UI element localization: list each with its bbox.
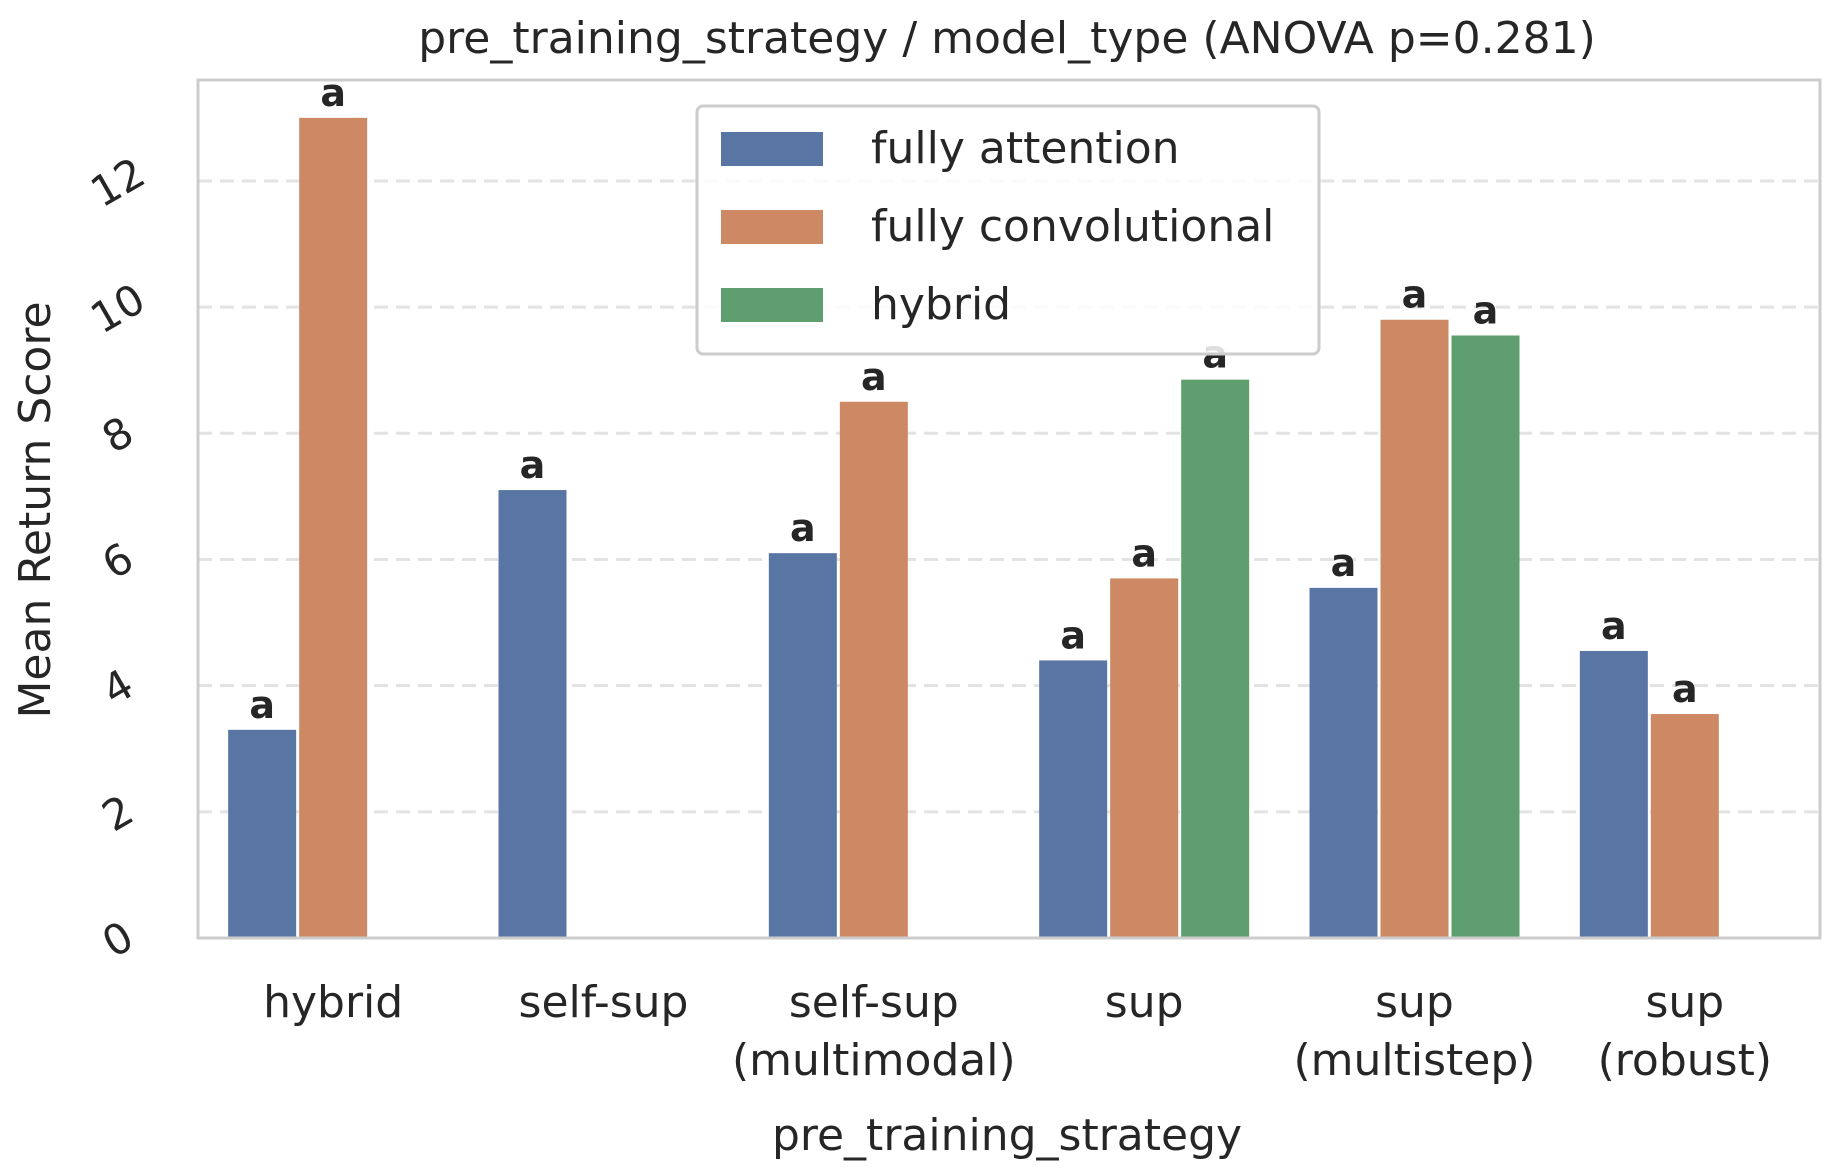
- chart-title: pre_training_strategy / model_type (ANOV…: [418, 13, 1596, 64]
- bar: [228, 729, 297, 938]
- x-axis-label: pre_training_strategy: [772, 1110, 1242, 1161]
- bar-significance-label: a: [249, 683, 275, 727]
- bar: [1110, 578, 1179, 938]
- x-tick-label: (multimodal): [732, 1035, 1016, 1086]
- bar-significance-label: a: [520, 443, 546, 487]
- bar: [1579, 650, 1648, 938]
- legend-label: fully attention: [871, 123, 1180, 174]
- bar: [1039, 660, 1108, 938]
- bar: [1309, 587, 1378, 938]
- gridlines: [198, 179, 1820, 814]
- x-tick-label: (multistep): [1294, 1035, 1536, 1086]
- y-axis-label: Mean Return Score: [10, 301, 61, 718]
- bar: [1380, 319, 1449, 938]
- legend-swatch: [721, 132, 823, 166]
- legend-swatch: [721, 210, 823, 244]
- bar: [768, 553, 837, 938]
- bar: [498, 490, 567, 938]
- bar: [1181, 379, 1250, 938]
- x-tick-label: sup: [1645, 977, 1724, 1028]
- bars: [228, 117, 1719, 939]
- bar-significance-label: a: [861, 355, 887, 399]
- bar-significance-label: a: [1601, 604, 1627, 648]
- bar-significance-label: a: [1672, 667, 1698, 711]
- plot-frame: [196, 78, 1822, 940]
- legend-swatch: [721, 288, 823, 322]
- bar-significance-label: a: [1131, 531, 1157, 575]
- legend-box: [695, 104, 1321, 356]
- bar-significance-label: a: [1331, 541, 1357, 585]
- bar-significance-label: a: [1060, 613, 1086, 657]
- x-tick-label: sup: [1375, 977, 1454, 1028]
- x-tick-label: sup: [1105, 977, 1184, 1028]
- bar-significance-label: a: [320, 71, 346, 115]
- bar: [1451, 335, 1520, 939]
- bar-significance-label: a: [1473, 289, 1499, 333]
- legend: fully attention fully convolutional hybrid: [695, 104, 1321, 356]
- x-tick-label: self-sup: [789, 977, 959, 1028]
- x-tick-label: self-sup: [519, 977, 689, 1028]
- bar: [299, 117, 368, 938]
- legend-label: fully convolutional: [871, 201, 1274, 252]
- x-tick-label: (robust): [1598, 1035, 1772, 1086]
- x-tick-label: hybrid: [263, 977, 403, 1028]
- bar: [839, 401, 908, 938]
- legend-label: hybrid: [871, 279, 1011, 330]
- bar: [1650, 714, 1719, 938]
- x-tick-labels: hybrid self-sup self-sup (multimodal) sup sup…: [263, 977, 1772, 1086]
- bar-significance-label: a: [1402, 273, 1428, 317]
- bar-significance-label: a: [790, 506, 816, 550]
